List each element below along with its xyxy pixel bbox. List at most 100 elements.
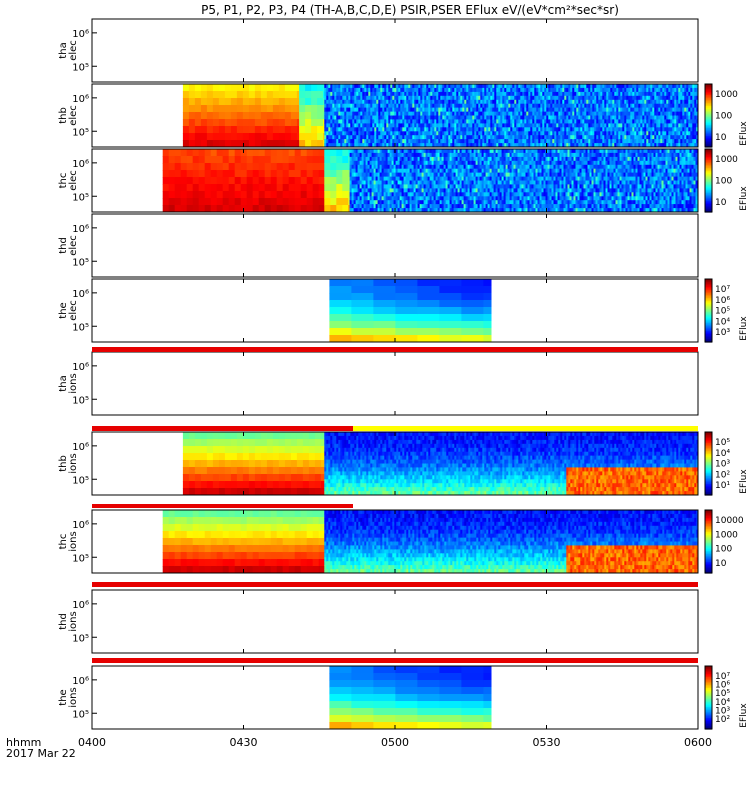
heatmap-cell bbox=[492, 103, 495, 109]
heatmap-cell bbox=[560, 111, 563, 116]
heatmap-cell bbox=[445, 164, 449, 170]
heatmap-cell bbox=[212, 112, 220, 120]
colorbar-frame bbox=[704, 83, 713, 148]
heatmap-cell bbox=[390, 95, 393, 101]
heatmap-cell bbox=[610, 131, 613, 136]
heatmap-cell bbox=[452, 84, 455, 89]
heatmap-cell bbox=[312, 184, 320, 192]
heatmap-cell bbox=[412, 91, 415, 97]
colorbar-step bbox=[705, 129, 712, 132]
heatmap-cell bbox=[379, 156, 383, 162]
heatmap-cell bbox=[404, 84, 407, 89]
heatmap-cell bbox=[518, 91, 521, 97]
heatmap-cell bbox=[676, 139, 679, 144]
heatmap-cell bbox=[574, 115, 577, 120]
heatmap-cell bbox=[441, 200, 445, 205]
heatmap-cell bbox=[508, 84, 511, 89]
heatmap-cell bbox=[300, 170, 308, 178]
heatmap-cell bbox=[614, 115, 617, 120]
heatmap-cell bbox=[632, 99, 635, 105]
heatmap-cell bbox=[626, 143, 629, 148]
heatmap-cell bbox=[440, 143, 443, 148]
heatmap-cell bbox=[550, 115, 553, 120]
heatmap-cell bbox=[311, 133, 318, 141]
heatmap-cell bbox=[640, 135, 643, 140]
heatmap-cell bbox=[431, 188, 435, 193]
heatmap-cell bbox=[386, 143, 389, 148]
heatmap-cell bbox=[200, 91, 208, 99]
heatmap-cell bbox=[512, 87, 515, 93]
heatmap-cell bbox=[358, 127, 361, 132]
heatmap-cell bbox=[383, 204, 387, 209]
heatmap-cell bbox=[409, 149, 413, 154]
heatmap-cell bbox=[430, 135, 433, 140]
heatmap-cell bbox=[396, 139, 399, 144]
heatmap-cell bbox=[424, 103, 427, 109]
heatmap-cell bbox=[384, 123, 387, 128]
heatmap-cell bbox=[326, 123, 329, 128]
heatmap-cell bbox=[564, 115, 567, 120]
heatmap-cell bbox=[431, 196, 435, 201]
heatmap-cell bbox=[454, 103, 457, 109]
heatmap-cell bbox=[522, 131, 525, 136]
heatmap-cell bbox=[407, 204, 411, 209]
heatmap-cell bbox=[502, 131, 505, 136]
heatmap-cell bbox=[447, 180, 451, 185]
heatmap-cell bbox=[290, 91, 298, 99]
heatmap-cell bbox=[430, 131, 433, 136]
heatmap-cell bbox=[355, 156, 359, 162]
heatmap-cell bbox=[670, 115, 673, 120]
heatmap-cell bbox=[254, 91, 262, 99]
heatmap-cell bbox=[402, 107, 405, 112]
heatmap-cell bbox=[662, 131, 665, 136]
heatmap-cell bbox=[435, 204, 439, 209]
heatmap-cell bbox=[445, 160, 449, 166]
heatmap-cell bbox=[626, 91, 629, 97]
heatmap-cell bbox=[373, 160, 377, 166]
heatmap-cell bbox=[558, 87, 561, 93]
heatmap-cell bbox=[638, 119, 641, 124]
heatmap-cell bbox=[446, 143, 449, 148]
heatmap-cell bbox=[433, 160, 437, 166]
heatmap-cell bbox=[457, 180, 461, 185]
heatmap-cell bbox=[180, 191, 188, 199]
heatmap-cell bbox=[582, 99, 585, 105]
heatmap-cell bbox=[426, 127, 429, 132]
heatmap-cell bbox=[452, 131, 455, 136]
heatmap-cell bbox=[640, 127, 643, 132]
heatmap-cell bbox=[434, 131, 437, 136]
heatmap-cell bbox=[484, 143, 487, 148]
colorbar-step bbox=[705, 110, 712, 113]
heatmap-cell bbox=[463, 160, 467, 166]
heatmap-cell bbox=[696, 95, 699, 101]
heatmap-cell bbox=[305, 98, 312, 106]
heatmap-cell bbox=[375, 208, 379, 213]
heatmap-cell bbox=[222, 170, 230, 178]
heatmap-cell bbox=[216, 198, 224, 206]
heatmap-cell bbox=[381, 164, 385, 170]
heatmap-cell bbox=[508, 119, 511, 124]
heatmap-cell bbox=[421, 176, 425, 181]
heatmap-cell bbox=[546, 99, 549, 105]
heatmap-cell bbox=[480, 87, 483, 93]
heatmap-cell bbox=[624, 107, 627, 112]
heatmap-cell bbox=[451, 188, 455, 193]
heatmap-cell bbox=[454, 87, 457, 93]
heatmap-cell bbox=[404, 123, 407, 128]
heatmap-cell bbox=[478, 111, 481, 116]
heatmap-cell bbox=[413, 168, 417, 174]
heatmap-cell bbox=[612, 115, 615, 120]
heatmap-cell bbox=[278, 105, 286, 113]
heatmap-cell bbox=[435, 172, 439, 177]
heatmap-cell bbox=[435, 180, 439, 185]
heatmap-cell bbox=[632, 87, 635, 93]
heatmap-cell bbox=[404, 103, 407, 109]
heatmap-cell bbox=[672, 127, 675, 132]
heatmap-cell bbox=[550, 123, 553, 128]
heatmap-cell bbox=[428, 95, 431, 101]
heatmap-cell bbox=[566, 107, 569, 112]
heatmap-cell bbox=[368, 139, 371, 144]
heatmap-cell bbox=[364, 123, 367, 128]
heatmap-cell bbox=[416, 84, 419, 89]
heatmap-cell bbox=[423, 149, 427, 154]
